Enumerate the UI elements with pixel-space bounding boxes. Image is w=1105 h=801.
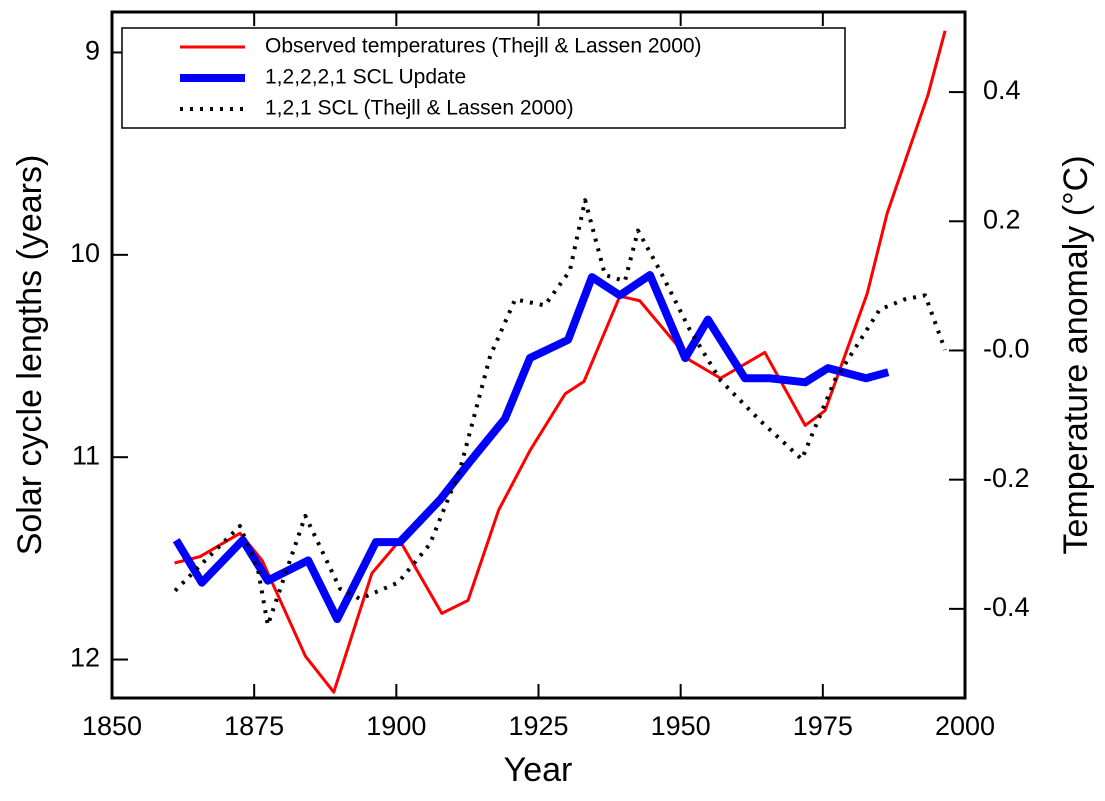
y2-tick-label: 0.4 — [983, 75, 1021, 105]
x-tick-label: 1950 — [651, 711, 711, 741]
x-tick-label: 1850 — [82, 711, 142, 741]
y2-tick-label: -0.4 — [983, 592, 1030, 622]
x-tick-label: 2000 — [935, 711, 995, 741]
series-line — [172, 271, 890, 624]
y-tick-label: 11 — [72, 440, 100, 470]
legend-label: Observed temperatures (Thejll & Lassen 2… — [265, 35, 702, 58]
y2-axis-label: Temperature anomaly (°C) — [1057, 155, 1095, 554]
y2-tick-label: 0.2 — [983, 204, 1021, 234]
x-tick-label: 1875 — [224, 711, 284, 741]
series-line — [173, 198, 947, 628]
y2-tick-label: -0.2 — [983, 463, 1030, 493]
legend-label: 1,2,2,2,1 SCL Update — [265, 66, 466, 89]
y2-tick-label: -0.0 — [983, 334, 1030, 364]
y-tick-label: 10 — [70, 238, 100, 268]
x-axis-label: Year — [504, 751, 573, 789]
legend-label: 1,2,1 SCL (Thejll & Lassen 2000) — [265, 97, 574, 120]
y-tick-label: 9 — [85, 36, 100, 66]
y-tick-label: 12 — [70, 643, 100, 673]
x-tick-label: 1900 — [366, 711, 426, 741]
series-line — [174, 30, 947, 694]
y-axis-label: Solar cycle lengths (years) — [11, 155, 49, 556]
x-tick-label: 1925 — [508, 711, 568, 741]
x-tick-label: 1975 — [793, 711, 853, 741]
